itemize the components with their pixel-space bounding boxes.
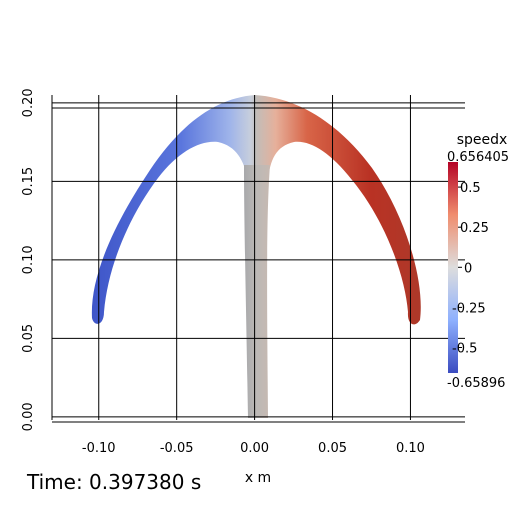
field-arch — [91, 95, 421, 325]
color-legend-max-label: 0.656405 — [447, 150, 509, 165]
color-legend-bar — [448, 162, 458, 373]
color-legend-tick-label: -0.25 — [452, 301, 486, 316]
time-readout: Time: 0.397380 s — [27, 470, 202, 494]
color-legend-ticks: 0.5 0.25 0 -0.25 -0.5 — [452, 181, 489, 356]
x-tick-label: 0.10 — [396, 441, 425, 456]
x-tick-label: 0.05 — [318, 441, 347, 456]
y-tick-label: 0.10 — [21, 245, 36, 274]
color-legend-tick-label: 0.5 — [460, 181, 481, 196]
y-axis-ticks: 0.00 0.05 0.10 0.15 0.20 — [21, 88, 36, 431]
y-tick-label: 0.00 — [21, 402, 36, 431]
color-legend-min-label: -0.65896 — [447, 376, 505, 391]
color-legend-tick-label: 0 — [464, 261, 472, 276]
x-axis-ticks: -0.10 -0.05 0.00 0.05 0.10 — [82, 441, 425, 456]
y-tick-label: 0.20 — [21, 88, 36, 117]
color-legend-tick-label: 0.25 — [460, 221, 489, 236]
field-stem — [244, 165, 270, 418]
y-tick-label: 0.05 — [21, 324, 36, 353]
color-legend-title: speedx — [457, 132, 508, 148]
fountain-field-surface — [91, 95, 421, 418]
y-tick-label: 0.15 — [21, 167, 36, 196]
plot-grid — [51, 95, 465, 423]
x-axis-title: x m — [245, 470, 271, 486]
color-legend: speedx 0.656405 0.5 0.25 0 -0.25 -0.5 -0.658… — [447, 132, 509, 391]
x-tick-label: 0.00 — [240, 441, 269, 456]
x-tick-label: -0.10 — [82, 441, 116, 456]
x-tick-label: -0.05 — [160, 441, 194, 456]
color-legend-tick-label: -0.5 — [452, 342, 477, 357]
